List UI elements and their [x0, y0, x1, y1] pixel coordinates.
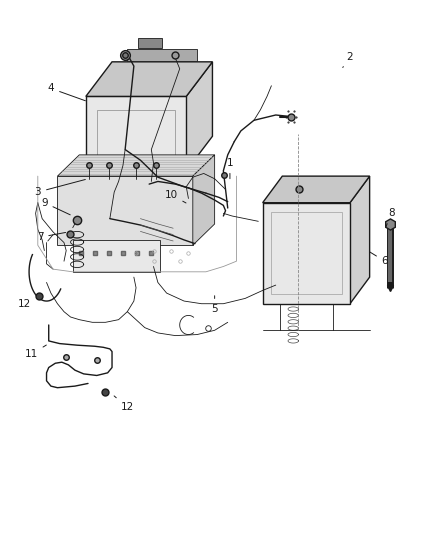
Text: 7: 7	[37, 232, 66, 243]
Polygon shape	[57, 155, 215, 176]
Text: 9: 9	[41, 198, 70, 215]
Text: 2: 2	[343, 52, 353, 68]
Polygon shape	[263, 176, 370, 203]
Polygon shape	[350, 176, 370, 304]
Polygon shape	[127, 49, 197, 61]
Text: 3: 3	[35, 180, 85, 197]
Text: 12: 12	[114, 396, 134, 413]
Text: 12: 12	[18, 297, 38, 309]
Text: 10: 10	[164, 190, 186, 203]
Text: 4: 4	[48, 83, 85, 101]
Text: 8: 8	[386, 208, 395, 227]
Polygon shape	[86, 96, 186, 171]
Polygon shape	[186, 62, 212, 171]
Polygon shape	[86, 62, 212, 96]
Text: 11: 11	[25, 345, 46, 359]
Text: 5: 5	[211, 296, 218, 314]
Polygon shape	[263, 203, 350, 304]
Polygon shape	[73, 240, 160, 272]
Polygon shape	[138, 38, 162, 48]
Polygon shape	[193, 155, 215, 245]
Text: 6: 6	[370, 252, 388, 266]
Polygon shape	[57, 176, 193, 245]
Text: 1: 1	[226, 158, 233, 179]
